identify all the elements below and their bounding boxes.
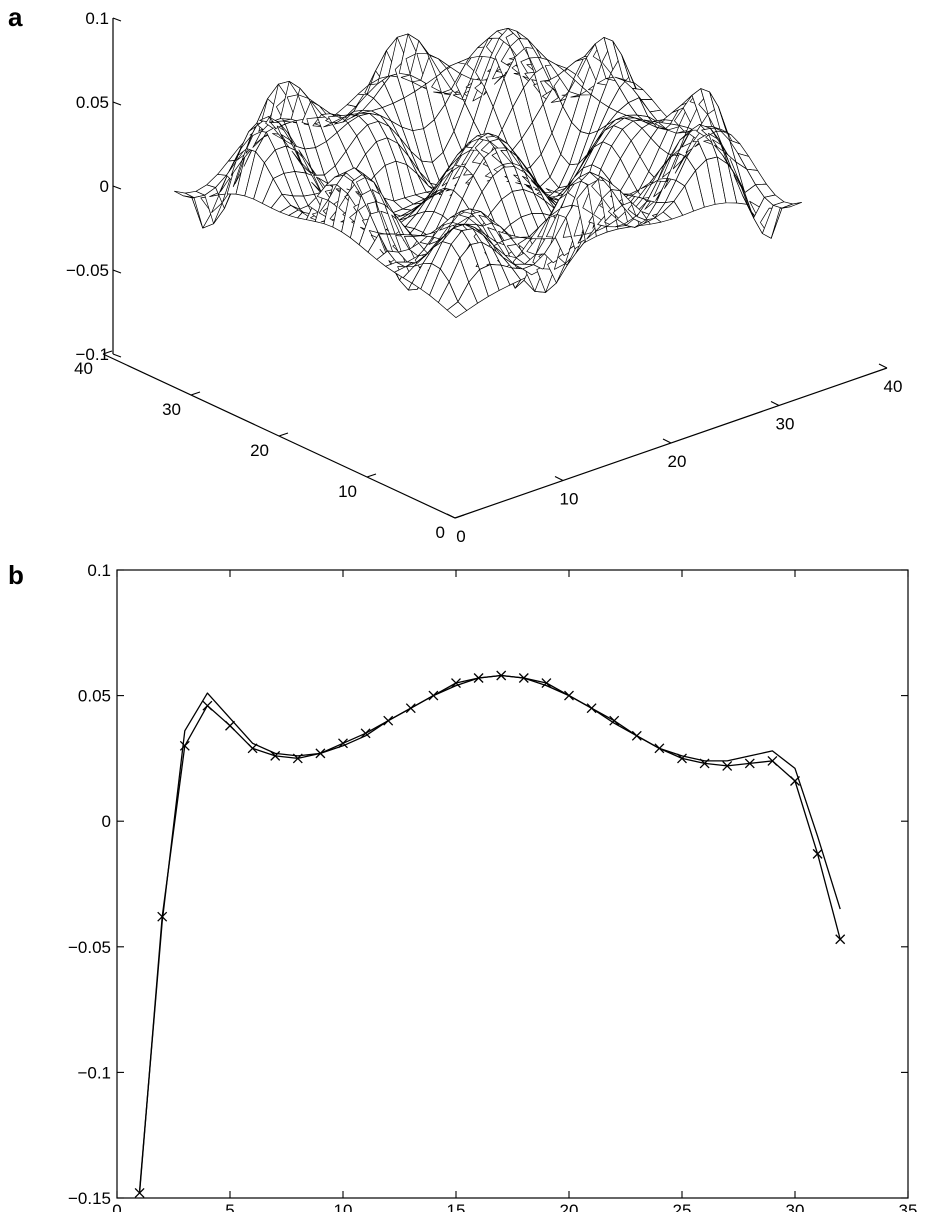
x-tick-mark [878, 363, 888, 369]
y-tick-label: 0 [436, 523, 445, 542]
x-tick-label: 0 [456, 527, 465, 546]
y-tick-label: 20 [250, 441, 269, 460]
x-tick-mark [770, 401, 780, 406]
z-tick-label: −0.1 [75, 345, 109, 364]
y-tick-mark [366, 473, 377, 478]
series-2-point [360, 728, 371, 739]
panel-a-letter: a [8, 2, 23, 32]
x-tick-label: 5 [225, 1201, 234, 1212]
z-tick-mark [112, 101, 122, 106]
surface-mesh [174, 27, 802, 318]
z-tick-label: 0.05 [76, 93, 109, 112]
panel-b-letter: b [8, 560, 24, 590]
series-2-point [564, 690, 574, 701]
series-1-line [138, 674, 841, 1191]
x-tick-label: 35 [899, 1201, 918, 1212]
series-2-point [451, 678, 461, 688]
panel-b-line-plot: b 0 5 10 15 20 25 30 35 −0.15 −0.1 −0.05 0 0.05 0.1 [8, 560, 917, 1212]
x-tick-label: 10 [560, 490, 579, 509]
x-tick-mark [662, 438, 672, 444]
y-tick-label: 0.1 [87, 561, 111, 580]
y-tick-mark [278, 432, 289, 437]
series-2-point [699, 758, 710, 769]
series-2-point [270, 750, 281, 761]
series-2-point [812, 848, 823, 859]
x-tick-label: 0 [112, 1201, 121, 1212]
y-axis-ticks: −0.15 −0.1 −0.05 0 0.05 0.1 [68, 561, 908, 1208]
series-2-point [518, 673, 529, 683]
series-2-point [541, 678, 552, 688]
series-2-point [428, 690, 439, 701]
series-2-point [677, 753, 687, 764]
series-2-point [202, 700, 213, 711]
x-tick-label: 30 [786, 1201, 805, 1212]
y-tick-label: 40 [74, 359, 93, 378]
series-2-point [835, 934, 846, 945]
mesh-cell [781, 202, 802, 209]
series-2-point [654, 743, 665, 754]
x-tick-label: 20 [560, 1201, 579, 1212]
y-tick-label: 0 [102, 812, 111, 831]
series-2-point [609, 715, 620, 726]
z-tick-mark [112, 353, 122, 358]
series-2-line [138, 674, 841, 1194]
series-2-point [790, 776, 800, 786]
series-2-point [225, 720, 235, 731]
plot-frame [116, 569, 909, 1199]
series-2-point [179, 740, 190, 751]
x-tick-mark [446, 513, 456, 519]
x-tick-label: 40 [884, 377, 903, 396]
y-tick-label: −0.1 [77, 1063, 111, 1082]
series-2-point [744, 758, 755, 769]
series-2-point [405, 703, 416, 714]
x-tick-label: 10 [334, 1201, 353, 1212]
y-tick-mark [190, 391, 201, 396]
x-axis-ticks: 0 5 10 15 20 25 30 35 [112, 570, 917, 1212]
series-2-point [247, 743, 258, 754]
y-tick-label: −0.05 [68, 938, 111, 957]
series-2-point [496, 670, 507, 681]
series-2-point [722, 760, 733, 771]
z-tick-label: 0 [100, 177, 109, 196]
z-tick-mark [112, 17, 122, 22]
y-tick-label: 0.05 [78, 687, 111, 706]
x-tick-mark [554, 476, 564, 481]
series-2-point [473, 673, 484, 683]
y-tick-mark [102, 350, 113, 355]
x-tick-label: 25 [673, 1201, 692, 1212]
series-2-point [338, 738, 348, 749]
series-2-point [292, 753, 303, 764]
series-group [134, 670, 846, 1198]
y-tick-label: 10 [338, 482, 357, 501]
series-2-point [134, 1188, 145, 1198]
x-tick-label: 15 [447, 1201, 466, 1212]
series-2-point [157, 911, 168, 922]
series-2-point [631, 730, 642, 741]
z-tick-label: −0.05 [66, 261, 109, 280]
z-tick-label: 0.1 [85, 9, 109, 28]
series-2-point [315, 748, 326, 759]
x-tick-label: 20 [668, 452, 687, 471]
series-2-point [383, 715, 394, 726]
z-tick-mark [112, 269, 122, 274]
y-tick-label: 30 [162, 400, 181, 419]
z-tick-mark [112, 185, 122, 190]
series-2-point [586, 703, 597, 714]
y-tick-label: −0.15 [68, 1189, 111, 1208]
x-tick-label: 30 [776, 415, 795, 434]
y-tick-mark [454, 514, 465, 519]
series-2-point [767, 755, 778, 766]
